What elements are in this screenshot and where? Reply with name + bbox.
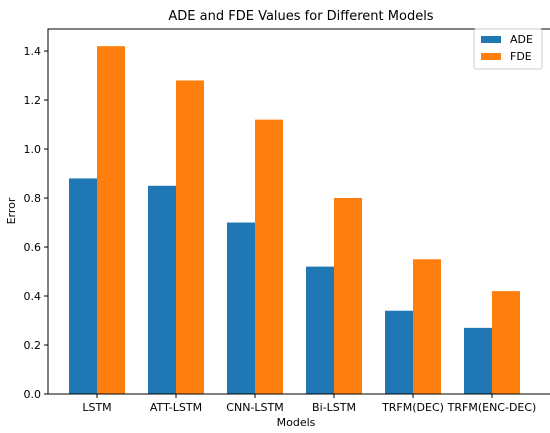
- bar-ade-att-lstm: [148, 185, 176, 394]
- legend-swatch-ade: [481, 36, 501, 43]
- y-tick-label: 0.0: [24, 388, 42, 401]
- legend-label-ade: ADE: [510, 33, 533, 46]
- y-tick-label: 1.2: [24, 94, 42, 107]
- y-tick-label: 0.6: [24, 241, 42, 254]
- bar-fde-lstm: [97, 46, 125, 395]
- bar-fde-cnn-lstm: [255, 119, 283, 395]
- x-tick-label: LSTM: [82, 401, 111, 414]
- x-axis-label: Models: [277, 416, 316, 429]
- y-tick-label: 0.2: [24, 339, 42, 352]
- legend-label-fde: FDE: [510, 50, 532, 63]
- bar-fde-att-lstm: [176, 80, 204, 394]
- x-tick-label: TRFM(DEC): [381, 401, 444, 414]
- bar-ade-lstm: [69, 178, 97, 394]
- bars-group: [69, 46, 520, 395]
- chart-title: ADE and FDE Values for Different Models: [168, 9, 433, 24]
- bar-fde-trfm-enc-dec: [492, 291, 520, 394]
- y-tick-label: 1.0: [24, 143, 42, 156]
- bar-ade-trfm-dec: [385, 310, 413, 394]
- bar-fde-trfm-dec: [413, 259, 441, 394]
- y-tick-label: 0.8: [24, 192, 42, 205]
- bar-ade-bi-lstm: [306, 266, 334, 394]
- y-axis-ticks: 0.0 0.2 0.4 0.6 0.8 1.0 1.2 1.4: [24, 45, 48, 401]
- bar-fde-bi-lstm: [334, 198, 362, 394]
- plot-frame: [47, 28, 550, 395]
- y-axis-label: Error: [5, 197, 18, 224]
- y-tick-label: 0.4: [24, 290, 42, 303]
- x-tick-label: TRFM(ENC-DEC): [447, 401, 537, 414]
- x-tick-label: Bi-LSTM: [312, 401, 356, 414]
- bar-ade-cnn-lstm: [227, 222, 255, 394]
- y-tick-label: 1.4: [24, 45, 42, 58]
- legend-swatch-fde: [481, 53, 501, 60]
- x-tick-label: CNN-LSTM: [226, 401, 283, 414]
- x-tick-label: ATT-LSTM: [150, 401, 202, 414]
- bar-ade-trfm-enc-dec: [464, 327, 492, 394]
- legend: ADE FDE: [473, 28, 543, 70]
- x-axis-ticks: LSTM ATT-LSTM CNN-LSTM Bi-LSTM TRFM(DEC) TRFM…: [82, 394, 536, 414]
